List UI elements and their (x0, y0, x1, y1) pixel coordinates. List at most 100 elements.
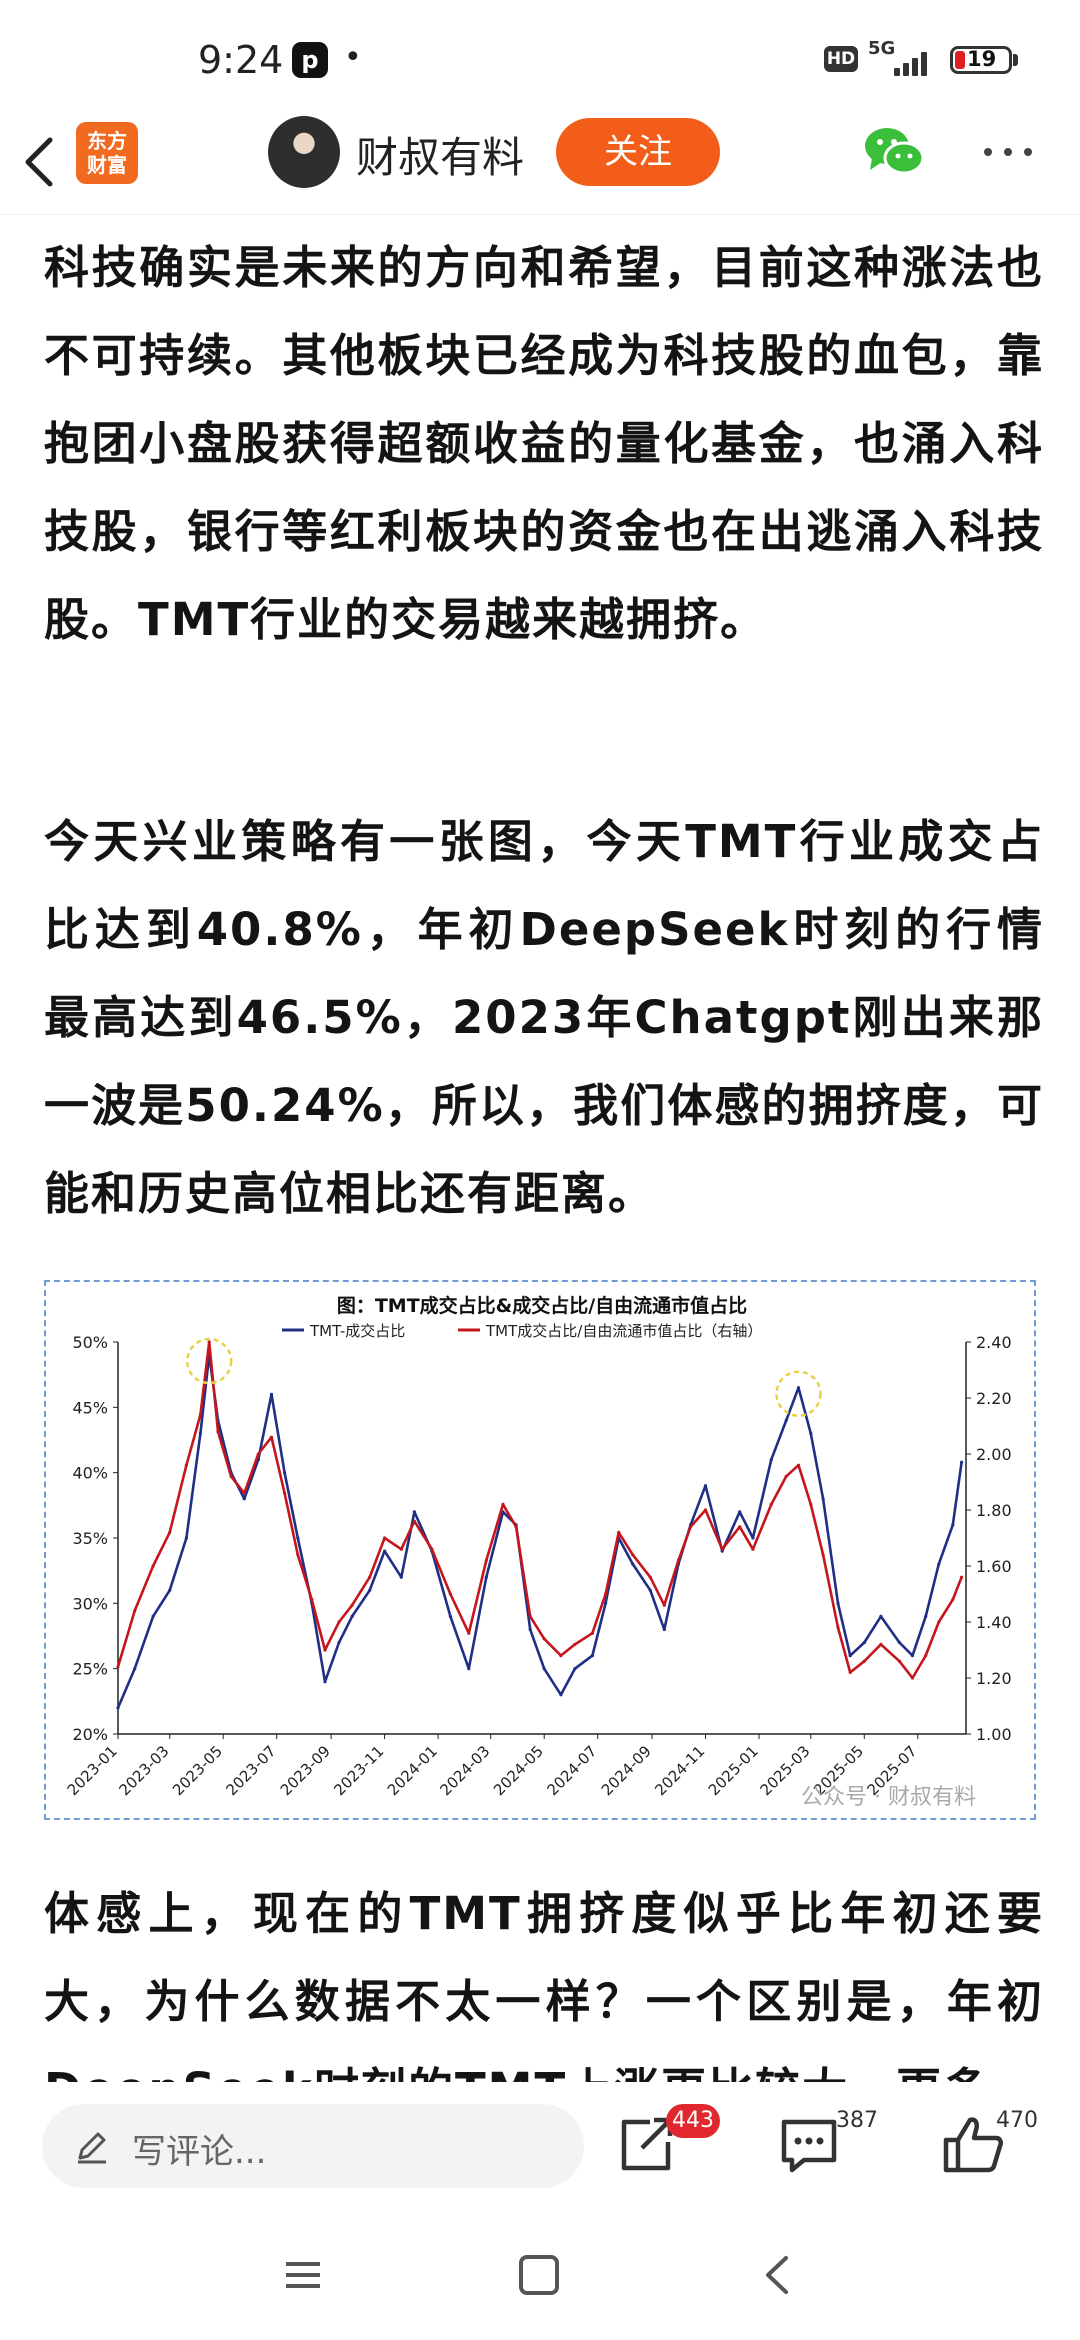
share-count-badge: 443 (666, 2104, 720, 2138)
point-tmt-share (283, 1471, 287, 1475)
y-left-tick-label: 30% (72, 1594, 108, 1613)
point-tmt-share (168, 1588, 172, 1592)
point-tmt-ratio (924, 1654, 928, 1658)
point-tmt-ratio (216, 1430, 220, 1434)
point-tmt-ratio (528, 1614, 532, 1618)
x-tick-label: 2023-03 (116, 1742, 173, 1799)
follow-button[interactable]: 关注 (556, 118, 720, 186)
status-dot: • (344, 40, 362, 75)
point-tmt-share (897, 1640, 902, 1645)
point-tmt-share (133, 1667, 137, 1671)
series-line-tmt-ratio (116, 1340, 963, 1680)
point-tmt-share (848, 1654, 852, 1658)
y-right-tick-label: 1.20 (976, 1669, 1012, 1688)
y-right-tick-label: 1.00 (976, 1725, 1012, 1744)
point-tmt-ratio (269, 1435, 274, 1439)
point-tmt-share (269, 1392, 274, 1396)
point-tmt-ratio (383, 1536, 387, 1540)
y-right-tick-label: 2.00 (976, 1445, 1012, 1464)
comment-icon[interactable] (774, 2110, 844, 2180)
point-tmt-ratio (542, 1637, 546, 1641)
point-tmt-ratio (848, 1670, 852, 1674)
network-label: 5G (868, 38, 896, 59)
point-tmt-share (738, 1510, 742, 1514)
y-left-tick-label: 25% (72, 1660, 108, 1679)
x-tick-label: 2023-11 (330, 1742, 387, 1799)
y-right-tick-label: 2.40 (976, 1333, 1012, 1352)
point-tmt-share (242, 1497, 246, 1501)
point-tmt-ratio (559, 1654, 563, 1658)
y-left-tick-label: 20% (72, 1725, 108, 1744)
x-tick-label: 2023-07 (222, 1742, 279, 1799)
series-line-tmt-share (116, 1353, 963, 1709)
hd-icon: HD (824, 46, 858, 72)
status-time: 9:24 (198, 38, 284, 82)
home-icon[interactable] (514, 2250, 564, 2300)
app-logo[interactable]: 东方 财富 (76, 122, 138, 184)
y-left-tick-label: 50% (72, 1333, 108, 1352)
point-tmt-share (484, 1575, 488, 1579)
more-icon[interactable] (980, 124, 1036, 180)
point-tmt-share (559, 1693, 563, 1697)
nav-back-icon[interactable] (754, 2250, 804, 2300)
x-tick-label: 2023-05 (169, 1742, 226, 1799)
battery-icon: 19 (950, 46, 1012, 74)
point-tmt-ratio (809, 1502, 813, 1506)
point-tmt-ratio (689, 1525, 693, 1529)
point-tmt-ratio (242, 1491, 246, 1495)
point-tmt-ratio (862, 1659, 866, 1663)
point-tmt-share (796, 1386, 801, 1390)
like-icon[interactable] (938, 2110, 1008, 2180)
legend-label: TMT-成交占比 (309, 1322, 405, 1340)
point-tmt-ratio (590, 1631, 595, 1635)
chart-svg: 图：TMT成交占比&成交占比/自由流通市值占比 TMT-成交占比 TMT成交占比/自… (64, 1294, 1012, 1810)
point-tmt-ratio (198, 1413, 202, 1417)
author-avatar[interactable] (268, 116, 340, 188)
point-tmt-share (573, 1667, 577, 1671)
point-tmt-share (368, 1588, 372, 1592)
wechat-icon[interactable] (862, 124, 926, 180)
point-tmt-share (809, 1431, 813, 1436)
point-tmt-ratio (738, 1525, 742, 1529)
point-tmt-ratio (836, 1626, 840, 1630)
point-tmt-ratio (662, 1603, 666, 1607)
system-nav-bar (0, 2204, 1080, 2340)
point-tmt-ratio (784, 1474, 788, 1478)
point-tmt-ratio (937, 1620, 941, 1624)
point-tmt-share (648, 1588, 652, 1592)
menu-icon[interactable] (278, 2250, 328, 2300)
point-tmt-ratio (648, 1575, 652, 1579)
point-tmt-ratio (879, 1642, 883, 1646)
point-tmt-ratio (960, 1575, 964, 1579)
point-tmt-share (151, 1614, 155, 1618)
point-tmt-share (769, 1458, 773, 1462)
point-tmt-ratio (448, 1592, 452, 1596)
comment-input[interactable]: 写评论... (42, 2104, 584, 2188)
x-tick-label: 2023-01 (64, 1742, 121, 1799)
app-notification-icon: p (292, 42, 328, 78)
peak-highlight-circle (775, 1370, 822, 1417)
point-tmt-share (937, 1562, 941, 1566)
author-name[interactable]: 财叔有料 (356, 133, 525, 182)
article-paragraph-1: 科技确实是未来的方向和希望，目前这种涨法也不可持续。其他板块已经成为科技股的血包… (44, 241, 1044, 646)
back-icon[interactable] (20, 134, 60, 190)
point-tmt-ratio (368, 1575, 372, 1579)
point-tmt-ratio (296, 1553, 300, 1557)
point-tmt-share (323, 1680, 327, 1684)
chart-figure[interactable]: 图：TMT成交占比&成交占比/自由流通市值占比 TMT-成交占比 TMT成交占比/自… (44, 1280, 1036, 1820)
point-tmt-share (751, 1536, 755, 1540)
point-tmt-ratio (399, 1547, 403, 1551)
logo-line1: 东方 (87, 129, 127, 153)
point-tmt-ratio (256, 1452, 260, 1456)
y-right-tick-label: 1.80 (976, 1501, 1012, 1520)
point-tmt-ratio (184, 1463, 188, 1467)
point-tmt-ratio (897, 1659, 902, 1663)
point-tmt-ratio (350, 1603, 354, 1607)
x-tick-label: 2025-01 (705, 1742, 762, 1799)
point-tmt-ratio (514, 1525, 518, 1529)
x-tick-label: 2024-01 (384, 1742, 441, 1799)
point-tmt-share (116, 1706, 120, 1710)
point-tmt-ratio (796, 1463, 801, 1467)
point-tmt-share (467, 1667, 471, 1671)
point-tmt-ratio (703, 1508, 708, 1512)
